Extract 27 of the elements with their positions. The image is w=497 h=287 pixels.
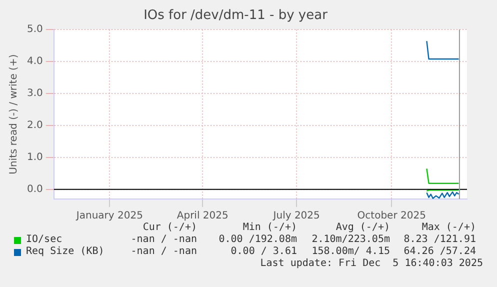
x-tick-label: October 2025 <box>357 210 426 222</box>
text: Max (-/+) <box>422 222 476 233</box>
text: -nan / -nan <box>130 246 197 257</box>
y-tick-label: 5.0 <box>26 24 43 36</box>
text: 2.10m/223.05m <box>312 234 390 245</box>
text: 64.26 /57.24 <box>404 246 476 257</box>
legend-label: Req Size (KB) <box>26 246 104 257</box>
y-axis-title: Units read (-) / write (+) <box>8 54 20 174</box>
text: Min (-/+) <box>242 222 297 233</box>
x-tick-label: July 2025 <box>272 210 320 222</box>
text: -nan / -nan <box>130 234 197 245</box>
text: Last update: Fri Dec 5 16:40:03 2025 <box>260 258 483 269</box>
x-tick-label: January 2025 <box>75 210 143 222</box>
y-tick-label: 2.0 <box>26 120 43 132</box>
text: Avg (-/+) <box>336 222 390 233</box>
chart-title: IOs for /dev/dm-11 - by year <box>144 8 328 24</box>
legend-label: IO/sec <box>26 234 62 245</box>
y-tick-label: 4.0 <box>26 56 43 68</box>
text: 8.23 /121.91 <box>404 234 476 245</box>
y-tick-label: 3.0 <box>26 88 43 100</box>
y-tick-label: 1.0 <box>26 152 43 164</box>
text: 0.00 / 3.61 <box>230 246 297 257</box>
text: 158.00m/ 4.15 <box>312 246 390 257</box>
x-tick-label: April 2025 <box>176 210 228 222</box>
y-tick-label: 0.0 <box>26 184 43 196</box>
text: 0.00 /192.08m <box>218 234 297 245</box>
text: Cur (-/+) <box>142 222 197 233</box>
